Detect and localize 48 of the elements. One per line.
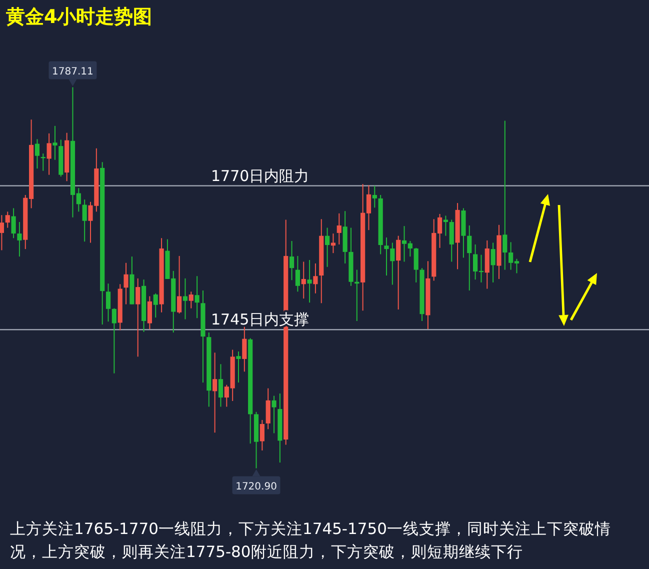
candlestick bbox=[396, 235, 401, 310]
candlestick bbox=[0, 214, 4, 251]
candlestick bbox=[449, 219, 454, 262]
candlestick bbox=[325, 227, 330, 268]
candlestick bbox=[112, 308, 116, 374]
candlestick bbox=[443, 215, 448, 236]
candlestick bbox=[34, 138, 40, 169]
annotation: 1720.90 bbox=[236, 481, 277, 492]
candlestick bbox=[336, 212, 342, 245]
candlestick bbox=[242, 326, 247, 372]
text: 上方关注1765-1770一线阻力，下方关注1745-1750一线支撑，同时关注上下突破情况，上方突破，则再关注1775-80附近阻力，下方突破，则短期继续下行 bbox=[10, 519, 612, 563]
candlestick bbox=[260, 419, 264, 451]
candlestick bbox=[295, 255, 300, 292]
candlestick bbox=[307, 259, 312, 304]
ref-line-label: 1770日内阻力 bbox=[211, 166, 310, 185]
candlestick bbox=[490, 242, 496, 283]
candlestick bbox=[82, 199, 87, 242]
candlestick bbox=[17, 222, 22, 258]
candlestick bbox=[236, 350, 241, 384]
label-low: 1720.90 bbox=[232, 469, 280, 494]
candlestick bbox=[330, 233, 336, 254]
candlestick bbox=[502, 120, 508, 270]
candlestick bbox=[467, 224, 472, 291]
candlestick bbox=[124, 262, 128, 305]
candlestick bbox=[289, 240, 294, 281]
candlestick bbox=[177, 255, 182, 314]
candlestick bbox=[218, 364, 224, 408]
candlestick bbox=[182, 278, 188, 320]
candlestick bbox=[46, 132, 52, 176]
candlestick bbox=[266, 388, 270, 430]
candlestick bbox=[194, 276, 200, 319]
candlestick bbox=[313, 262, 318, 294]
candlestick bbox=[52, 125, 58, 160]
candlestick bbox=[11, 208, 16, 239]
chart-title: 黄金4小时走势图 bbox=[6, 5, 152, 30]
candlestick bbox=[147, 296, 152, 330]
candlestick bbox=[106, 283, 111, 322]
candlestick bbox=[5, 211, 10, 228]
candlestick bbox=[212, 352, 218, 434]
candlestick bbox=[372, 185, 377, 208]
candlestick bbox=[272, 395, 276, 434]
candlestick bbox=[153, 292, 158, 318]
label-high: 1787.11 bbox=[48, 61, 97, 86]
annotation: 1787.11 bbox=[52, 66, 94, 78]
candlestick bbox=[136, 278, 140, 358]
candlestick bbox=[301, 261, 306, 300]
candlestick bbox=[414, 247, 418, 283]
candlestick bbox=[188, 291, 194, 309]
